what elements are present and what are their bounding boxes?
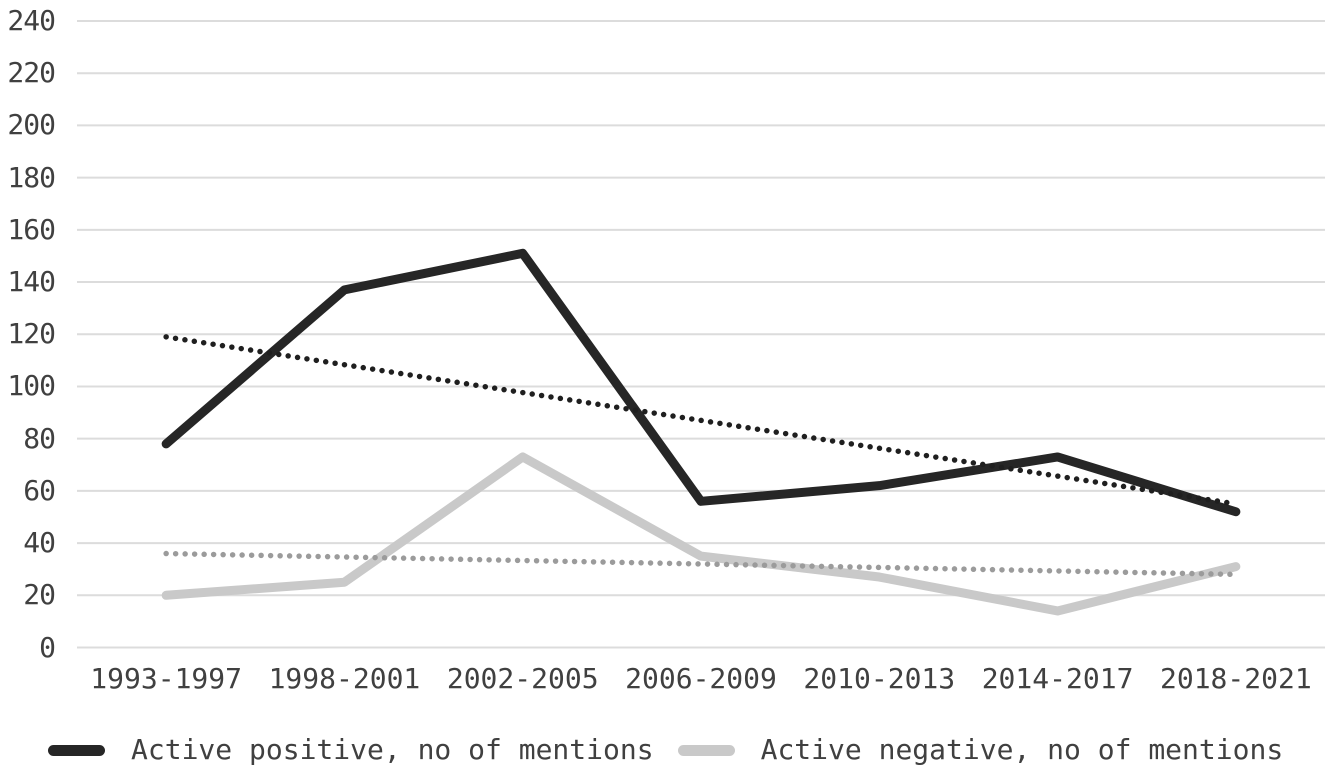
y-axis-tick-label: 140 [7, 265, 56, 299]
y-axis-tick-label: 160 [7, 212, 56, 246]
series-line-active-positive [161, 248, 1241, 517]
x-axis-category-label: 2014-2017 [981, 662, 1134, 695]
y-axis-tick-label: 120 [7, 317, 56, 351]
y-axis-tick-label: 180 [7, 160, 56, 194]
series-line-active-negative [161, 452, 1241, 616]
y-axis-tick-label: 240 [7, 4, 56, 37]
x-axis-category-label: 2010-2013 [803, 662, 956, 695]
legend-label-active-positive: Active positive, no of mentions [131, 733, 654, 766]
y-axis-tick-label: 0 [39, 630, 56, 664]
y-axis-tick-label: 220 [7, 56, 56, 90]
x-axis-category-label: 1998-2001 [268, 662, 421, 695]
x-axis-category-label: 1993-1997 [90, 662, 242, 695]
y-axis-tick-label: 60 [23, 473, 56, 507]
legend-label-active-negative: Active negative, no of mentions [760, 733, 1284, 766]
legend-item-active-positive: Active positive, no of mentions [48, 734, 654, 766]
trendline-active-positive [163, 334, 1239, 507]
trendline-active-negative [163, 550, 1239, 578]
legend-item-active-negative: Active negative, no of mentions [677, 733, 1284, 766]
legend-swatch-active-positive [48, 744, 105, 756]
y-axis-tick-label: 20 [23, 578, 56, 612]
x-axis-category-label: 2018-2021 [1159, 662, 1312, 695]
x-axis-category-label: 2002-2005 [446, 662, 599, 695]
legend: Active positive, no of mentions Active n… [48, 734, 1283, 766]
y-axis-tick-label: 40 [23, 526, 56, 560]
y-axis-tick-label: 80 [23, 421, 56, 455]
x-axis-category-label: 2006-2009 [625, 662, 777, 695]
y-axis-tick-label: 100 [7, 369, 56, 403]
y-axis-tick-label: 200 [7, 108, 56, 142]
legend-swatch-active-negative [677, 744, 735, 756]
